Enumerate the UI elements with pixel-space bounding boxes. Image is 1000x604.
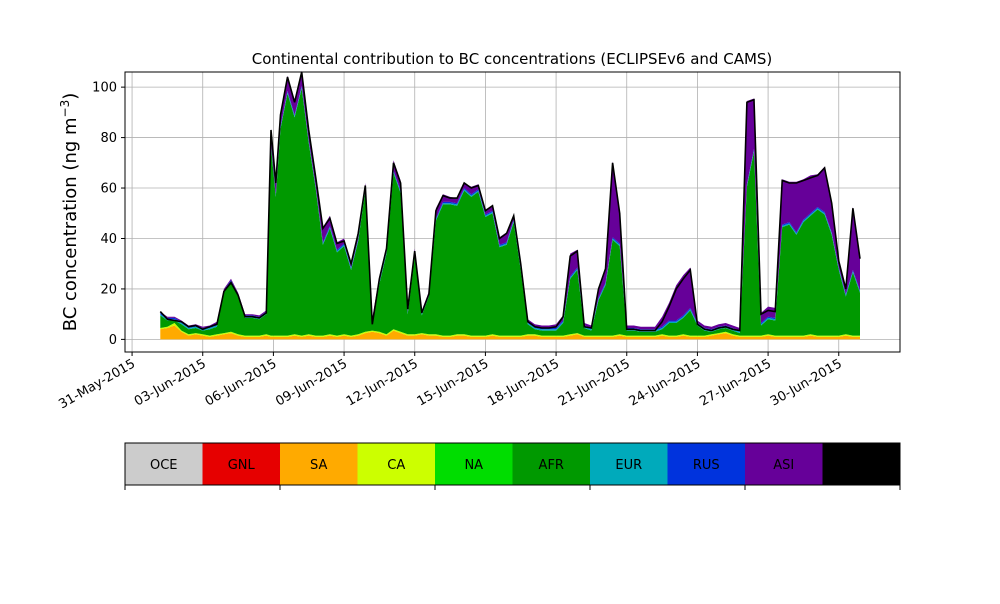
legend-label-oce: OCE <box>150 458 178 473</box>
plot-area: 0 20 40 60 80 100 31-May-201503-Jun-201506-Ju… <box>56 70 901 412</box>
legend-label-gnl: GNL <box>228 458 256 473</box>
x-tick-label: 24-Jun-2015 <box>627 356 704 409</box>
axes-frame <box>124 71 901 353</box>
area-afr <box>160 88 861 336</box>
gridlines <box>125 72 900 352</box>
x-tick-label: 12-Jun-2015 <box>344 356 421 409</box>
y-axis-label-close: ) <box>60 93 81 100</box>
y-tick-label: 20 <box>100 282 117 297</box>
legend-swatch-oce <box>125 443 203 485</box>
legend-label-afr: AFR <box>539 458 564 473</box>
legend-swatch-na <box>435 443 513 485</box>
legend-label-rus: RUS <box>693 458 720 473</box>
total-line <box>159 71 861 332</box>
x-tick-label: 09-Jun-2015 <box>273 356 350 409</box>
legend-label-sa: SA <box>310 458 327 473</box>
legend-label-aus: AUS <box>848 458 875 473</box>
legend-swatch-asi <box>745 443 823 485</box>
legend-label-asi: ASI <box>773 458 794 473</box>
x-tick-label: 15-Jun-2015 <box>415 356 492 409</box>
stacked-areas <box>160 70 861 340</box>
colorbar-legend: OCE GNL SA CA NA AFR EUR RUS ASI AUS <box>124 442 901 490</box>
legend-swatch-afr <box>512 443 590 485</box>
y-axis-label-superscript: −3 <box>58 100 72 118</box>
x-tick-label: 21-Jun-2015 <box>556 356 633 409</box>
x-tick-label: 31-May-2015 <box>56 356 138 412</box>
y-axis-ticks: 0 20 40 60 80 100 <box>92 81 125 348</box>
legend-swatch-sa <box>280 443 358 485</box>
x-tick-label: 18-Jun-2015 <box>485 356 562 409</box>
legend-label-ca: CA <box>387 458 405 473</box>
x-tick-label: 03-Jun-2015 <box>132 356 209 409</box>
x-tick-label: 06-Jun-2015 <box>203 356 280 409</box>
y-tick-label: 40 <box>100 232 117 247</box>
y-tick-label: 80 <box>100 131 117 146</box>
area-sa <box>160 325 861 340</box>
legend-swatch-eur <box>590 443 668 485</box>
x-tick-label: 30-Jun-2015 <box>768 356 845 409</box>
legend-swatch-gnl <box>202 443 280 485</box>
y-tick-label: 100 <box>92 81 117 96</box>
chart-title: Continental contribution to BC concentra… <box>252 50 773 68</box>
y-axis-label-main: BC concentration (ng m <box>60 117 81 331</box>
legend-frame <box>124 442 901 486</box>
y-axis-label: BC concentration (ng m−3) <box>58 93 81 332</box>
x-tick-label: 27-Jun-2015 <box>697 356 774 409</box>
legend-swatch-rus <box>667 443 745 485</box>
legend-label-na: NA <box>464 458 483 473</box>
y-tick-label: 60 <box>100 182 117 197</box>
legend-label-eur: EUR <box>615 458 642 473</box>
legend-swatch-aus <box>822 443 900 485</box>
x-axis-ticks: 31-May-201503-Jun-201506-Jun-201509-Jun-… <box>56 352 845 412</box>
legend-swatch-ca <box>357 443 435 485</box>
y-tick-label: 0 <box>109 333 117 348</box>
